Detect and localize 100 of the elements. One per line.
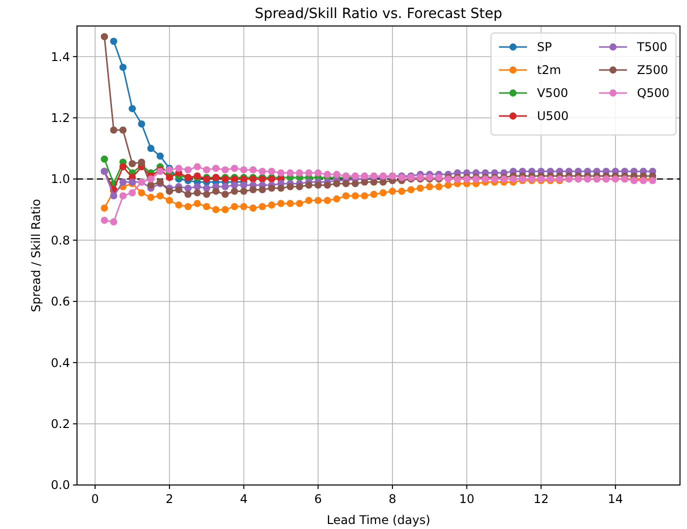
point (258, 168, 266, 175)
point (100, 204, 108, 212)
point (268, 201, 276, 209)
point (370, 178, 378, 186)
legend-label: Q500 (637, 86, 670, 100)
x-tick-label: 2 (166, 492, 174, 506)
point (175, 164, 182, 172)
point (194, 200, 201, 208)
point (240, 188, 248, 195)
point (277, 169, 285, 176)
point (398, 188, 406, 195)
point (175, 186, 182, 194)
point (184, 202, 192, 210)
point (110, 38, 118, 45)
point (296, 200, 304, 208)
y-axis-title: Spread / Skill Ratio (29, 198, 43, 312)
point (360, 178, 368, 186)
point (212, 188, 220, 195)
point (184, 184, 192, 192)
point (147, 144, 154, 152)
point (100, 216, 108, 224)
legend-label: U500 (537, 109, 569, 124)
legend-label: t2m (537, 63, 562, 78)
point (166, 174, 174, 182)
point (156, 152, 164, 160)
point (119, 163, 127, 170)
point (380, 189, 387, 196)
point (222, 166, 229, 174)
point (268, 168, 276, 175)
point (305, 196, 312, 204)
chart-title: Spread/Skill Ratio vs. Forecast Step (254, 6, 502, 22)
point (258, 202, 266, 210)
point (388, 188, 396, 195)
point (380, 178, 387, 186)
x-tick-label: 12 (533, 492, 549, 506)
point (342, 180, 350, 188)
x-tick-label: 8 (388, 492, 396, 506)
point (305, 182, 312, 189)
point (110, 192, 118, 200)
point (128, 160, 136, 168)
point (138, 120, 146, 128)
point (203, 184, 210, 192)
point (324, 170, 331, 178)
legend-label: V500 (537, 86, 568, 100)
point (128, 105, 136, 112)
point (194, 189, 201, 196)
point (240, 202, 248, 210)
point (296, 183, 304, 190)
point (360, 192, 368, 200)
point (249, 204, 257, 212)
point (333, 195, 340, 202)
x-tick-label: 6 (314, 492, 322, 506)
point (194, 163, 201, 170)
y-tick-label: 1.2 (50, 111, 70, 125)
point (249, 166, 257, 174)
y-tick-label: 0.4 (50, 356, 70, 370)
point (324, 196, 331, 204)
x-tick-label: 10 (459, 492, 474, 506)
point (138, 158, 146, 166)
point (240, 166, 248, 174)
point (277, 184, 285, 192)
point (258, 186, 266, 194)
point (166, 188, 174, 195)
legend-label: Z500 (637, 63, 668, 78)
point (296, 169, 304, 176)
point (352, 192, 359, 200)
point (110, 218, 118, 226)
point (230, 202, 238, 210)
point (407, 186, 415, 194)
point (138, 189, 146, 196)
y-tick-label: 0.6 (50, 294, 70, 309)
point (194, 183, 201, 190)
point (212, 206, 220, 214)
point (360, 172, 368, 180)
point (416, 184, 424, 192)
point (277, 200, 285, 208)
point (203, 190, 210, 198)
legend-label: T500 (636, 40, 668, 54)
x-tick-label: 4 (240, 492, 248, 506)
point (100, 33, 108, 40)
x-tick-label: 0 (91, 492, 99, 506)
point (352, 180, 359, 188)
point (147, 194, 154, 201)
y-tick-label: 0.8 (50, 233, 70, 248)
y-tick-label: 0.0 (50, 478, 70, 492)
point (222, 190, 229, 198)
point (314, 182, 322, 189)
point (230, 164, 238, 172)
point (333, 180, 340, 188)
y-tick-label: 0.2 (50, 417, 70, 431)
point (510, 175, 517, 183)
point (100, 156, 108, 163)
point (342, 192, 350, 200)
point (324, 182, 331, 189)
point (184, 190, 192, 198)
x-tick-label: 14 (608, 492, 624, 506)
point (230, 188, 238, 195)
point (175, 201, 182, 209)
point (435, 183, 442, 190)
point (166, 196, 174, 204)
